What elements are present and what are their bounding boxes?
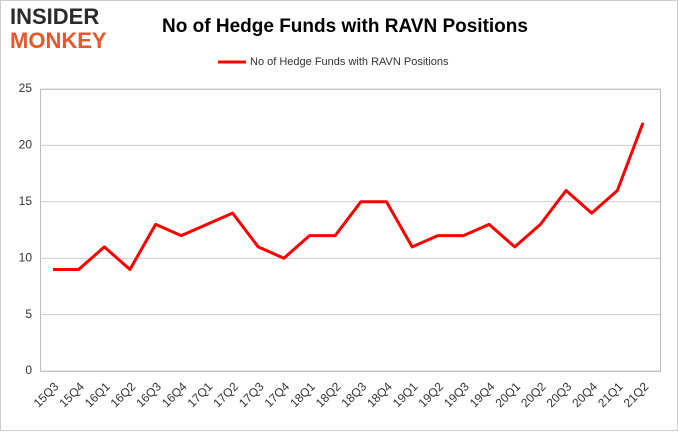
y-tick-label: 25	[19, 81, 33, 95]
legend-label: No of Hedge Funds with RAVN Positions	[250, 56, 449, 68]
y-tick-label: 10	[19, 250, 33, 264]
data-line	[53, 122, 645, 271]
chart-title: No of Hedge Funds with RAVN Positions	[162, 16, 528, 37]
y-tick-label: 5	[25, 307, 32, 321]
logo-top: INSIDER	[10, 4, 99, 29]
logo-bottom: MONKEY	[10, 28, 107, 53]
y-tick-label: 15	[19, 194, 33, 208]
y-tick-label: 20	[19, 138, 33, 152]
y-tick-label: 0	[25, 363, 32, 377]
